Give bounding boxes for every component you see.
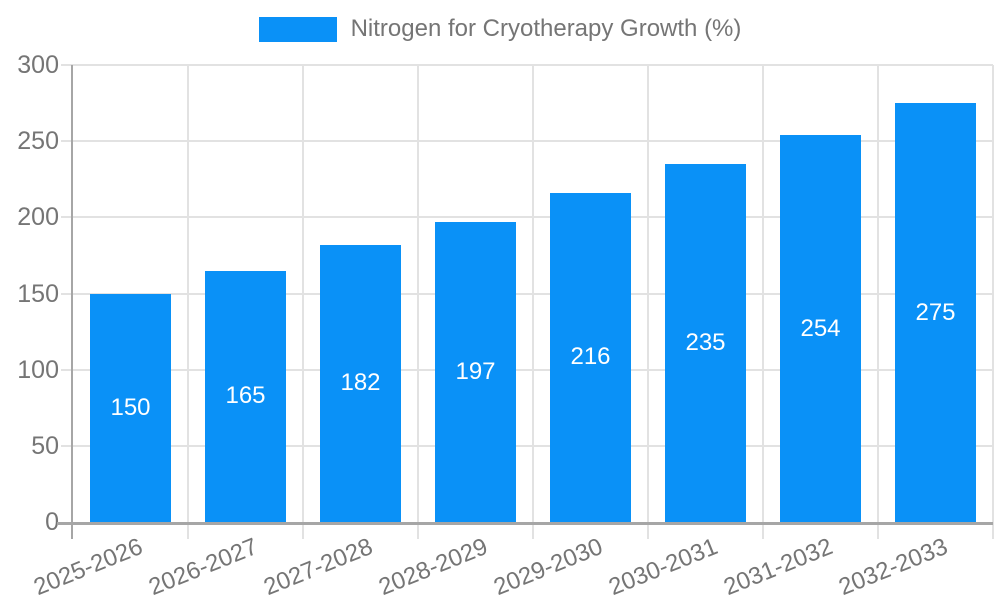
vertical-gridline	[187, 65, 189, 539]
horizontal-gridline	[61, 444, 993, 447]
horizontal-gridline	[61, 64, 993, 66]
bar-value-label: 165	[225, 382, 266, 410]
x-axis-line	[57, 522, 993, 525]
y-axis-tick-label: 50	[31, 431, 59, 460]
bar[interactable]: 182	[320, 244, 401, 522]
x-axis-tick-label: 2029-2030	[489, 533, 607, 600]
bar[interactable]: 197	[435, 221, 516, 522]
y-axis-tick-label: 250	[17, 127, 59, 156]
x-axis-tick-label: 2032-2033	[834, 533, 952, 600]
horizontal-gridline	[61, 292, 993, 295]
x-axis-tick-label: 2031-2032	[719, 533, 837, 600]
horizontal-gridline	[61, 216, 993, 219]
vertical-gridline	[532, 65, 534, 539]
bar-value-label: 216	[570, 343, 611, 371]
chart-legend[interactable]: Nitrogen for Cryotherapy Growth (%)	[0, 14, 1000, 44]
bar[interactable]: 275	[895, 103, 976, 522]
y-axis-tick-label: 100	[17, 355, 59, 384]
bar-value-label: 150	[110, 393, 151, 421]
x-axis-tick-label: 2026-2027	[144, 533, 262, 600]
bar[interactable]: 254	[780, 135, 861, 522]
y-axis-tick-label: 200	[17, 203, 59, 232]
bar[interactable]: 165	[205, 270, 286, 522]
bar[interactable]: 216	[550, 192, 631, 522]
horizontal-gridline	[61, 368, 993, 371]
bar-value-label: 254	[800, 314, 841, 342]
vertical-gridline	[762, 65, 764, 539]
x-axis-tick-label: 2025-2026	[29, 533, 147, 600]
y-axis-line	[71, 65, 73, 539]
vertical-gridline	[302, 65, 304, 539]
x-axis-tick-label: 2030-2031	[604, 533, 722, 600]
y-axis-tick-label: 0	[45, 508, 59, 536]
y-axis-tick-label: 300	[17, 51, 59, 79]
horizontal-gridline	[61, 140, 993, 143]
vertical-gridline	[877, 65, 879, 539]
legend-label: Nitrogen for Cryotherapy Growth (%)	[350, 15, 742, 42]
vertical-gridline	[417, 65, 419, 539]
x-axis-tick-label: 2027-2028	[259, 533, 377, 600]
bar-value-label: 235	[685, 329, 726, 357]
bar-value-label: 182	[340, 369, 381, 397]
bar-value-label: 197	[455, 357, 496, 385]
vertical-gridline	[992, 65, 994, 539]
bar[interactable]: 150	[90, 293, 171, 522]
bar[interactable]: 235	[665, 164, 746, 522]
plot-area: 0 50 100 150 200 250 300 150 165 182 197 216 235 254 2…	[17, 51, 994, 600]
y-axis-tick-label: 150	[17, 279, 59, 308]
bar-value-label: 275	[915, 298, 956, 326]
x-axis-tick-label: 2028-2029	[374, 533, 492, 600]
legend-swatch-icon	[258, 16, 337, 42]
vertical-gridline	[647, 65, 649, 539]
